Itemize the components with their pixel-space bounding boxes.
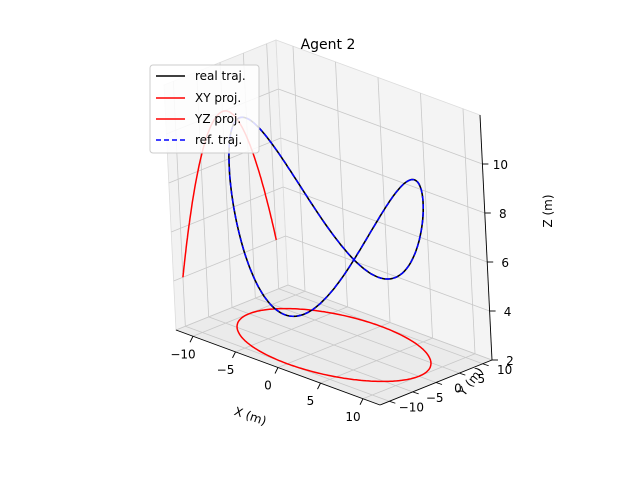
y-tick-label: 10 <box>497 363 512 377</box>
z-tick-label: 6 <box>501 256 509 270</box>
legend-label-yz-proj: YZ proj. <box>194 112 241 126</box>
grid-lines <box>166 43 493 402</box>
x-tick-label: −10 <box>170 347 195 361</box>
grid-line <box>255 297 460 374</box>
grid-line <box>420 93 433 339</box>
z-axis-line <box>479 114 493 361</box>
grid-line <box>285 235 490 312</box>
chart-title: Agent 2 <box>301 37 356 53</box>
grid-line <box>462 108 476 354</box>
x-tick-mark <box>317 382 321 390</box>
grid-line <box>168 137 281 184</box>
grid-line <box>283 186 488 263</box>
legend-label-ref-traj: ref. traj. <box>195 133 242 147</box>
y-tick-mark <box>459 372 466 376</box>
x-axis-label: X (m) <box>232 404 268 428</box>
z-tick-label: 4 <box>504 305 512 319</box>
y-tick-mark <box>412 391 419 395</box>
z-tick-label: 10 <box>493 158 508 172</box>
y-tick-mark <box>435 382 443 385</box>
legend-label-real-traj: real traj. <box>195 69 246 83</box>
grid-line <box>231 307 437 383</box>
x-tick-label: −5 <box>217 363 235 377</box>
y-tick-label: 5 <box>478 372 486 386</box>
legend: real traj. XY proj. YZ proj. ref. traj. <box>149 64 260 154</box>
y-tick-mark <box>482 363 489 367</box>
grid-line <box>292 46 306 292</box>
x-tick-label: 0 <box>264 379 272 393</box>
grid-line <box>335 61 348 307</box>
series-line-xy-proj <box>236 307 432 383</box>
grid-line <box>287 284 493 361</box>
grid-line <box>173 235 286 282</box>
x-tick-label: 10 <box>345 410 360 424</box>
grid-line <box>278 88 483 165</box>
y-tick-label: 0 <box>454 382 462 396</box>
grid-line <box>280 137 485 214</box>
x-tick-mark <box>189 336 194 343</box>
z-axis-label: Z (m) <box>541 194 555 227</box>
legend-box <box>149 64 260 154</box>
grid-line <box>266 43 280 289</box>
y-tick-label: −10 <box>399 400 424 414</box>
legend-label-xy-proj: XY proj. <box>195 91 241 105</box>
grid-line <box>208 316 413 393</box>
x-tick-label: 5 <box>307 394 315 408</box>
y-tick-label: −5 <box>426 391 444 405</box>
z-tick-label: 8 <box>499 207 507 221</box>
grid-line <box>175 284 289 331</box>
z-tick-label: 2 <box>506 354 514 368</box>
y-tick-mark <box>389 400 396 404</box>
grid-line <box>377 77 391 323</box>
x-tick-mark <box>232 351 236 359</box>
x-tick-mark <box>359 398 364 405</box>
x-tick-mark <box>274 367 279 374</box>
